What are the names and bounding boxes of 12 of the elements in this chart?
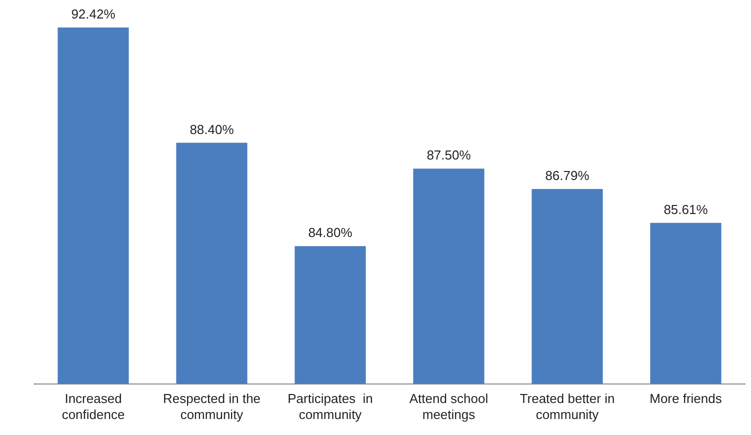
x-tick-label: More friends: [650, 391, 722, 406]
data-label: 85.61%: [664, 202, 708, 217]
x-tick-label: Participates in community: [288, 391, 373, 422]
data-label: 84.80%: [308, 225, 353, 240]
x-tick-label: Attend school meetings: [409, 391, 488, 422]
x-tick-label: Respected in the community: [162, 391, 261, 422]
data-label: 88.40%: [190, 122, 234, 137]
data-label: 87.50%: [426, 148, 472, 163]
x-tick-label: Treated better in community: [520, 391, 615, 422]
data-label: 92.42%: [71, 6, 116, 22]
x-tick-label: Increased confidence: [62, 391, 125, 422]
data-label: 86.79%: [545, 168, 590, 184]
